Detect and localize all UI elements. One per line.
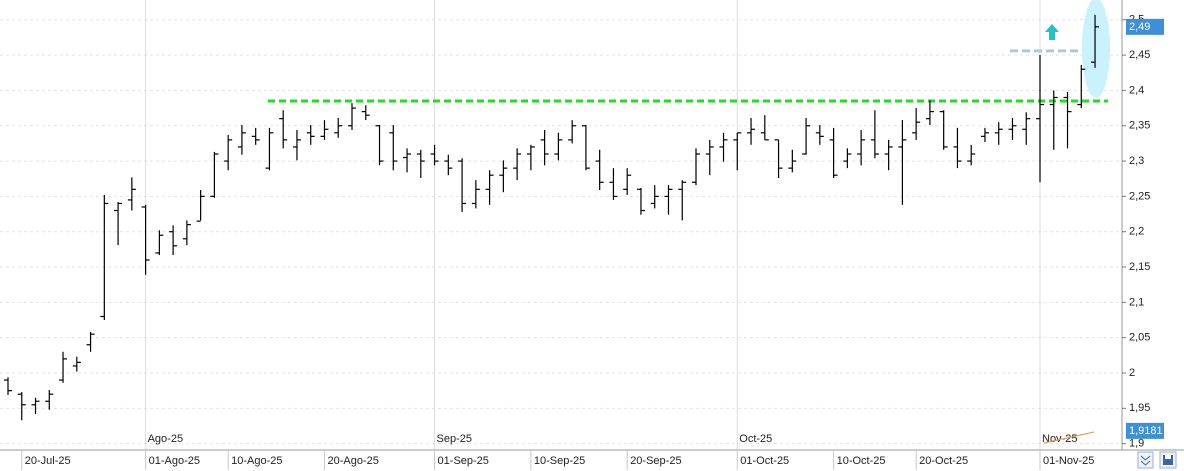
price-label-box (1126, 422, 1164, 439)
y-tick-label: 2 (1129, 367, 1135, 379)
collapse-icon (1140, 455, 1151, 466)
x-tick-label: 01-Ago-25 (149, 455, 200, 467)
y-tick-label: 2,3 (1129, 155, 1144, 167)
y-tick-label: 2,05 (1129, 332, 1150, 344)
x-tick-label: 01-Nov-25 (1043, 455, 1094, 467)
y-tick-label: 2,45 (1129, 49, 1150, 61)
month-label: Sep-25 (437, 433, 472, 445)
x-tick-label: 01-Sep-25 (438, 455, 489, 467)
bars-layer (4, 14, 1100, 421)
y-tick-label: 1,9 (1129, 438, 1144, 450)
annotation-layer (268, 0, 1110, 444)
x-tick-label: 20-Ago-25 (327, 455, 378, 467)
x-tick-label: 20-Jul-25 (25, 455, 71, 467)
y-tick-label: 2,15 (1129, 261, 1150, 273)
month-label: Oct-25 (739, 433, 772, 445)
x-tick-label: 10-Sep-25 (534, 455, 585, 467)
price-label: 2,49 (1129, 21, 1150, 33)
y-tick-label: 2,4 (1129, 84, 1144, 96)
grid-layer: Ago-25 Sep-25 Oct-25 Nov-25 (0, 0, 1122, 450)
save-icon-label (1165, 455, 1171, 459)
up-arrow (1045, 24, 1059, 40)
x-tick-label: 10-Oct-25 (837, 455, 886, 467)
x-tick-label: 20-Sep-25 (630, 455, 681, 467)
highlight-ellipse (1082, 0, 1110, 98)
x-tick-label: 20-Oct-25 (919, 455, 968, 467)
y-tick-label: 1,95 (1129, 402, 1150, 414)
y-tick-label: 2,35 (1129, 120, 1150, 132)
x-tick-label: 01-Oct-25 (740, 455, 789, 467)
y-tick-label: 2,1 (1129, 296, 1144, 308)
price-label-box (1126, 18, 1164, 35)
y-tick-label: 2,2 (1129, 226, 1144, 238)
x-tick-label: 10-Ago-25 (231, 455, 282, 467)
price-label: 1,9181 (1129, 425, 1163, 437)
save-icon (1163, 455, 1173, 465)
month-label: Ago-25 (148, 433, 183, 445)
indicator-stroke (1043, 431, 1095, 444)
month-label: Nov-25 (1042, 433, 1077, 445)
y-tick-label: 2,25 (1129, 190, 1150, 202)
